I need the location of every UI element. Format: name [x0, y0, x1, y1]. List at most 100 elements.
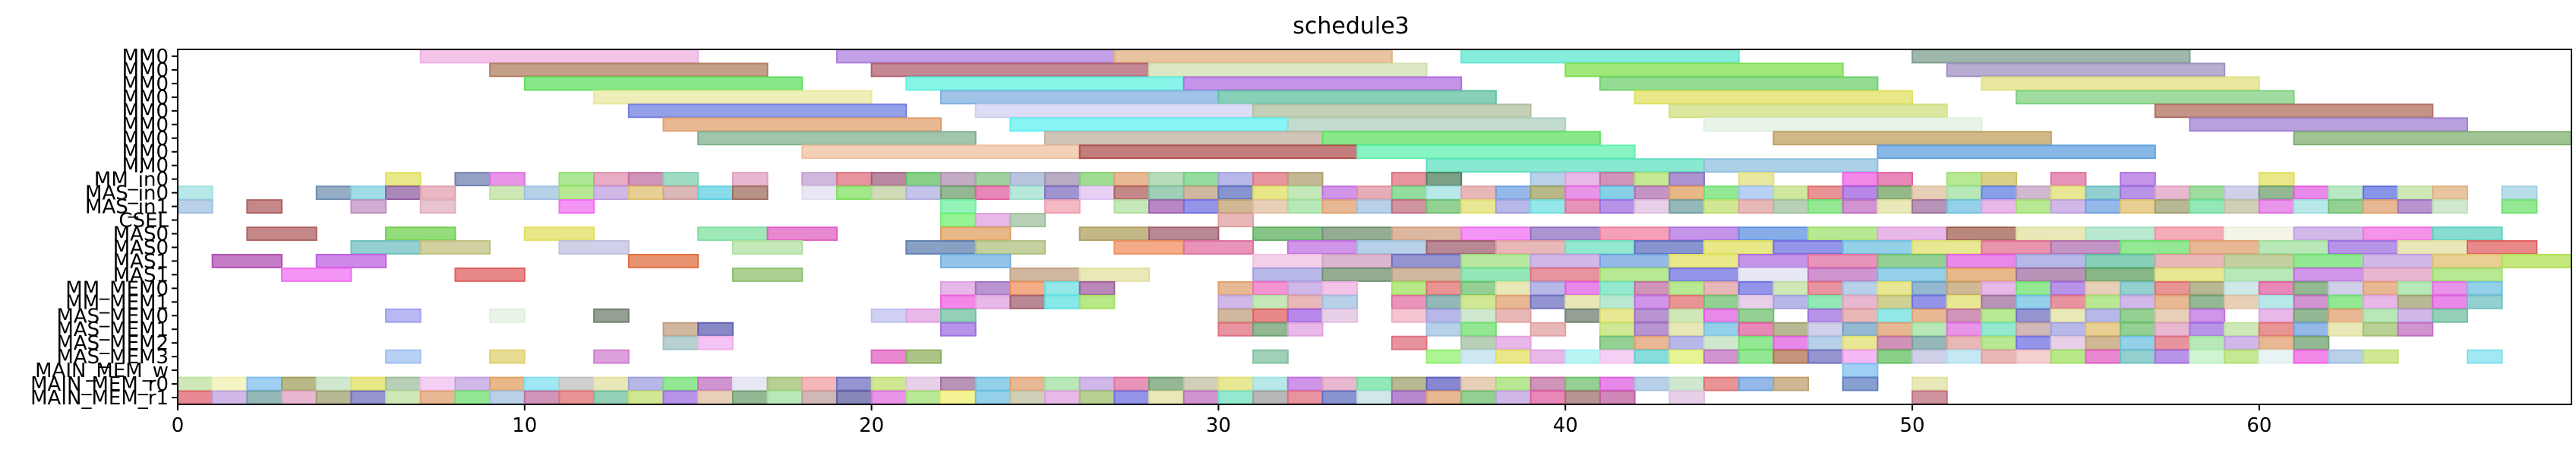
bar-17-10	[1425, 280, 1463, 296]
bar-15-3	[939, 253, 1012, 268]
bar-10-39	[1703, 185, 1740, 201]
bar-5-1	[1009, 117, 1289, 132]
bar-10-20	[1044, 185, 1081, 201]
bar-17-23	[1877, 280, 1914, 296]
bar-21-13	[1877, 335, 1914, 350]
bar-5-3	[1703, 117, 1983, 132]
bar-20-5	[1286, 322, 1324, 337]
bar-17-33	[2224, 280, 2260, 296]
bar-16-0	[281, 267, 352, 282]
bar-17-1	[974, 280, 1012, 296]
bar-17-31	[2154, 280, 2191, 296]
bar-21-6	[1634, 335, 1671, 350]
bar-18-8	[1321, 294, 1359, 309]
bar-14-5	[974, 240, 1046, 255]
bar-22-16	[1773, 349, 1810, 364]
y-tick-label: MM_in0	[94, 169, 169, 192]
bar-16-14	[1877, 267, 1948, 282]
bar-17-13	[1530, 280, 1567, 296]
bar-17-30	[2120, 280, 2156, 296]
bar-21-23	[2224, 335, 2260, 350]
x-tick-label: 20	[859, 414, 884, 437]
bar-18-17	[1668, 294, 1705, 309]
y-tick-label: MM_MEM1	[65, 291, 169, 314]
bar-10-6	[523, 185, 560, 201]
bar-19-12	[1460, 308, 1497, 323]
bar-24-31	[1252, 376, 1289, 391]
bar-17-11	[1460, 280, 1497, 296]
bar-14-9	[1356, 240, 1428, 255]
bar-10-22	[1113, 185, 1151, 201]
bar-15-5	[1321, 253, 1393, 268]
bar-20-19	[1946, 322, 1983, 337]
bar-15-10	[1668, 253, 1740, 268]
bar-16-7	[1391, 267, 1463, 282]
bar-20-28	[2258, 322, 2295, 337]
x-tick-label: 0	[172, 414, 185, 437]
bar-24-43	[1668, 376, 1705, 391]
bar-21-3	[1460, 335, 1497, 350]
bar-2-2	[1182, 76, 1463, 91]
bar-18-15	[1599, 294, 1636, 309]
bar-13-3	[697, 227, 769, 241]
bar-14-19	[2050, 240, 2122, 255]
bar-17-9	[1391, 280, 1428, 296]
bar-20-30	[2328, 322, 2364, 337]
bar-19-24	[1946, 308, 1983, 323]
x-tick-label: 30	[1206, 414, 1231, 437]
bar-11-0	[177, 199, 213, 214]
bar-13-15	[1738, 227, 1810, 241]
bar-19-5	[939, 308, 977, 323]
bar-10-11	[697, 185, 734, 201]
bar-18-25	[1946, 294, 1983, 309]
bar-19-11	[1425, 308, 1463, 323]
bar-16-10	[1599, 267, 1671, 282]
bar-24-42	[1634, 376, 1671, 391]
bar-20-8	[1530, 322, 1567, 337]
bar-25-29	[1182, 390, 1220, 405]
bar-25-25	[1044, 390, 1081, 405]
bar-19-9	[1321, 308, 1359, 323]
bar-10-50	[2085, 185, 2122, 201]
bar-25-3	[281, 390, 317, 405]
bar-4-3	[1668, 103, 1948, 119]
bar-25-39	[1530, 390, 1567, 405]
bar-20-3	[1217, 322, 1255, 337]
bar-10-12	[731, 185, 769, 201]
bar-16-15	[1946, 267, 2018, 282]
bar-12-3	[1217, 213, 1255, 227]
bar-17-19	[1738, 280, 1775, 296]
bar-24-33	[1321, 376, 1359, 391]
bar-14-4	[905, 240, 977, 255]
bar-11-16	[1425, 199, 1463, 214]
bar-0-4	[1911, 49, 2191, 64]
bar-9-3	[558, 172, 595, 187]
bar-19-3	[870, 308, 908, 323]
bar-17-38	[2397, 280, 2434, 296]
bar-18-10	[1425, 294, 1463, 309]
bar-10-41	[1773, 185, 1810, 201]
bar-17-0	[939, 280, 977, 296]
bar-14-16	[1842, 240, 1914, 255]
bar-10-8	[593, 185, 630, 201]
bar-1-2	[1148, 62, 1428, 78]
bar-15-21	[2432, 253, 2503, 268]
bar-21-15	[1946, 335, 1983, 350]
bar-25-21	[905, 390, 942, 405]
bar-16-11	[1668, 267, 1740, 282]
bar-4-1	[974, 103, 1255, 119]
bar-24-19	[835, 376, 873, 391]
bar-1-0	[489, 62, 769, 78]
bar-18-30	[2120, 294, 2156, 309]
bar-11-13	[1321, 199, 1359, 214]
bar-18-33	[2224, 294, 2260, 309]
bar-21-20	[2120, 335, 2156, 350]
bar-18-7	[1286, 294, 1324, 309]
bar-12-1	[974, 213, 1012, 227]
bar-25-9	[489, 390, 526, 405]
bar-14-17	[1911, 240, 1983, 255]
bar-11-41	[2293, 199, 2330, 214]
bar-17-17	[1668, 280, 1705, 296]
bar-21-25	[2293, 335, 2330, 350]
bar-10-60	[2432, 185, 2468, 201]
